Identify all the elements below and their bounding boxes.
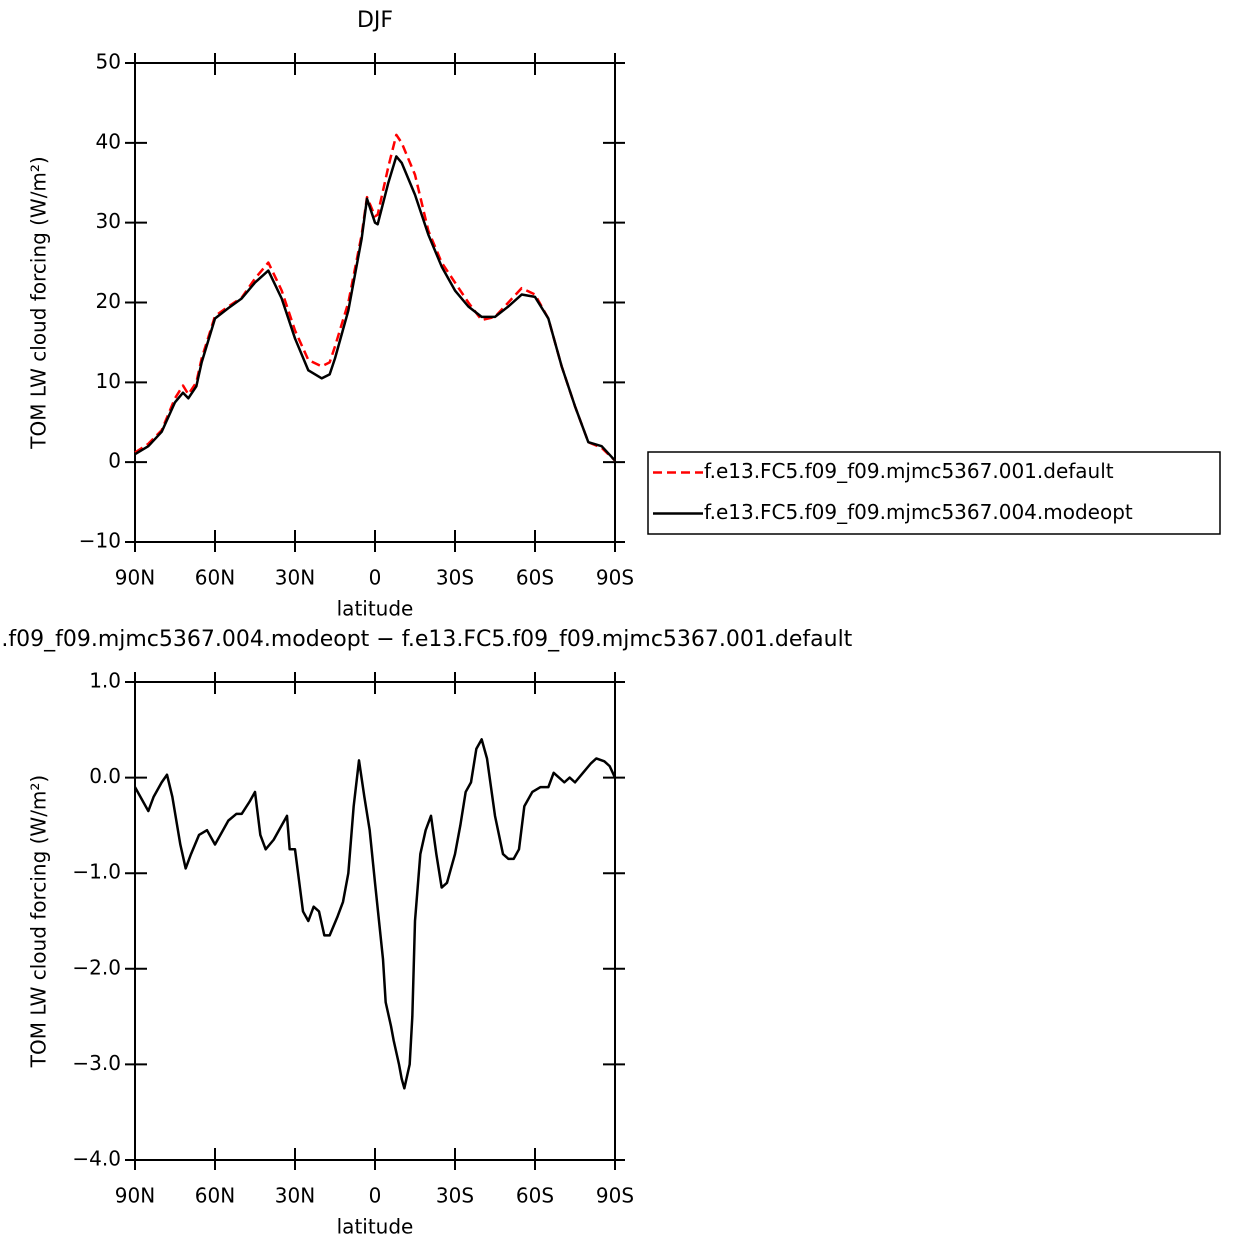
y-tick-label: −2.0 <box>72 955 121 979</box>
x-tick-label: 30N <box>275 1184 315 1208</box>
x-tick-label: 30N <box>275 566 315 590</box>
y-tick-label: −3.0 <box>72 1051 121 1075</box>
x-tick-label: 0 <box>369 1184 382 1208</box>
y-tick-label: 40 <box>96 129 121 153</box>
y-tick-label: 1.0 <box>89 669 121 693</box>
plot-frame <box>134 681 616 1161</box>
y-tick-label: 20 <box>96 289 121 313</box>
x-tick-label: 90N <box>115 1184 155 1208</box>
y-tick-label: −4.0 <box>72 1147 121 1171</box>
x-tick-label: 30S <box>436 1184 474 1208</box>
data-line <box>134 155 616 462</box>
data-line <box>133 738 617 1090</box>
x-tick-label: 30S <box>436 566 474 590</box>
y-axis-label: TOM LW cloud forcing (W/m²) <box>27 775 51 1069</box>
x-tick-label: 0 <box>369 566 382 590</box>
y-tick-label: −10 <box>79 529 121 553</box>
x-tick-label: 60N <box>195 1184 235 1208</box>
chart-title: f.e13.FC5.f09_f09.mjmc5367.004.modeopt −… <box>0 627 853 652</box>
legend-box <box>647 451 1221 535</box>
x-axis-label: latitude <box>337 597 414 621</box>
y-tick-label: −1.0 <box>72 860 121 884</box>
x-tick-label: 60S <box>516 1184 554 1208</box>
data-line <box>134 133 616 462</box>
y-tick-label: 30 <box>96 209 121 233</box>
legend-label: f.e13.FC5.f09_f09.mjmc5367.001.default <box>704 459 1114 483</box>
y-axis-label: TOM LW cloud forcing (W/m²) <box>27 156 51 450</box>
y-tick-label: 0.0 <box>89 764 121 788</box>
y-tick-label: 0 <box>108 449 121 473</box>
y-tick-label: 50 <box>96 50 121 74</box>
plot-frame <box>134 62 616 543</box>
x-tick-label: 90S <box>596 1184 634 1208</box>
legend-label: f.e13.FC5.f09_f09.mjmc5367.004.modeopt <box>704 500 1133 524</box>
x-tick-label: 60S <box>516 566 554 590</box>
x-tick-label: 90S <box>596 566 634 590</box>
x-tick-label: 90N <box>115 566 155 590</box>
x-axis-label: latitude <box>337 1215 414 1239</box>
x-tick-label: 60N <box>195 566 235 590</box>
y-tick-label: 10 <box>96 369 121 393</box>
chart-title: DJF <box>357 8 393 33</box>
